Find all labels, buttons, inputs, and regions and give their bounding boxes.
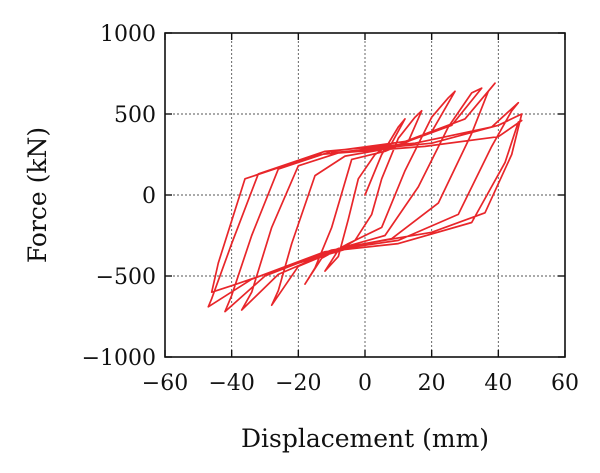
x-tick-label: 40 <box>484 371 512 396</box>
x-tick-label: 0 <box>358 371 372 396</box>
y-tick-label: −500 <box>96 265 156 290</box>
tick-layer <box>164 32 566 358</box>
y-tick-label: −1000 <box>82 346 156 371</box>
x-tick-label: −40 <box>208 371 254 396</box>
y-tick-labels: −1000 −500 0 500 1000 <box>82 22 156 371</box>
x-tick-label: 60 <box>551 371 579 396</box>
y-tick-label: 1000 <box>100 22 156 47</box>
x-tick-labels: −60 −40 −20 0 20 40 60 <box>142 371 579 396</box>
hysteresis-curve <box>207 82 523 313</box>
grid-layer <box>165 33 565 357</box>
x-tick-label: −20 <box>275 371 321 396</box>
y-tick-label: 500 <box>114 103 156 128</box>
x-axis-title: Displacement (mm) <box>241 424 489 453</box>
y-tick-label: 0 <box>142 184 156 209</box>
y-axis-title: Force (kN) <box>23 127 52 263</box>
series-layer <box>207 82 523 313</box>
x-tick-label: −60 <box>142 371 188 396</box>
x-tick-label: 20 <box>418 371 446 396</box>
